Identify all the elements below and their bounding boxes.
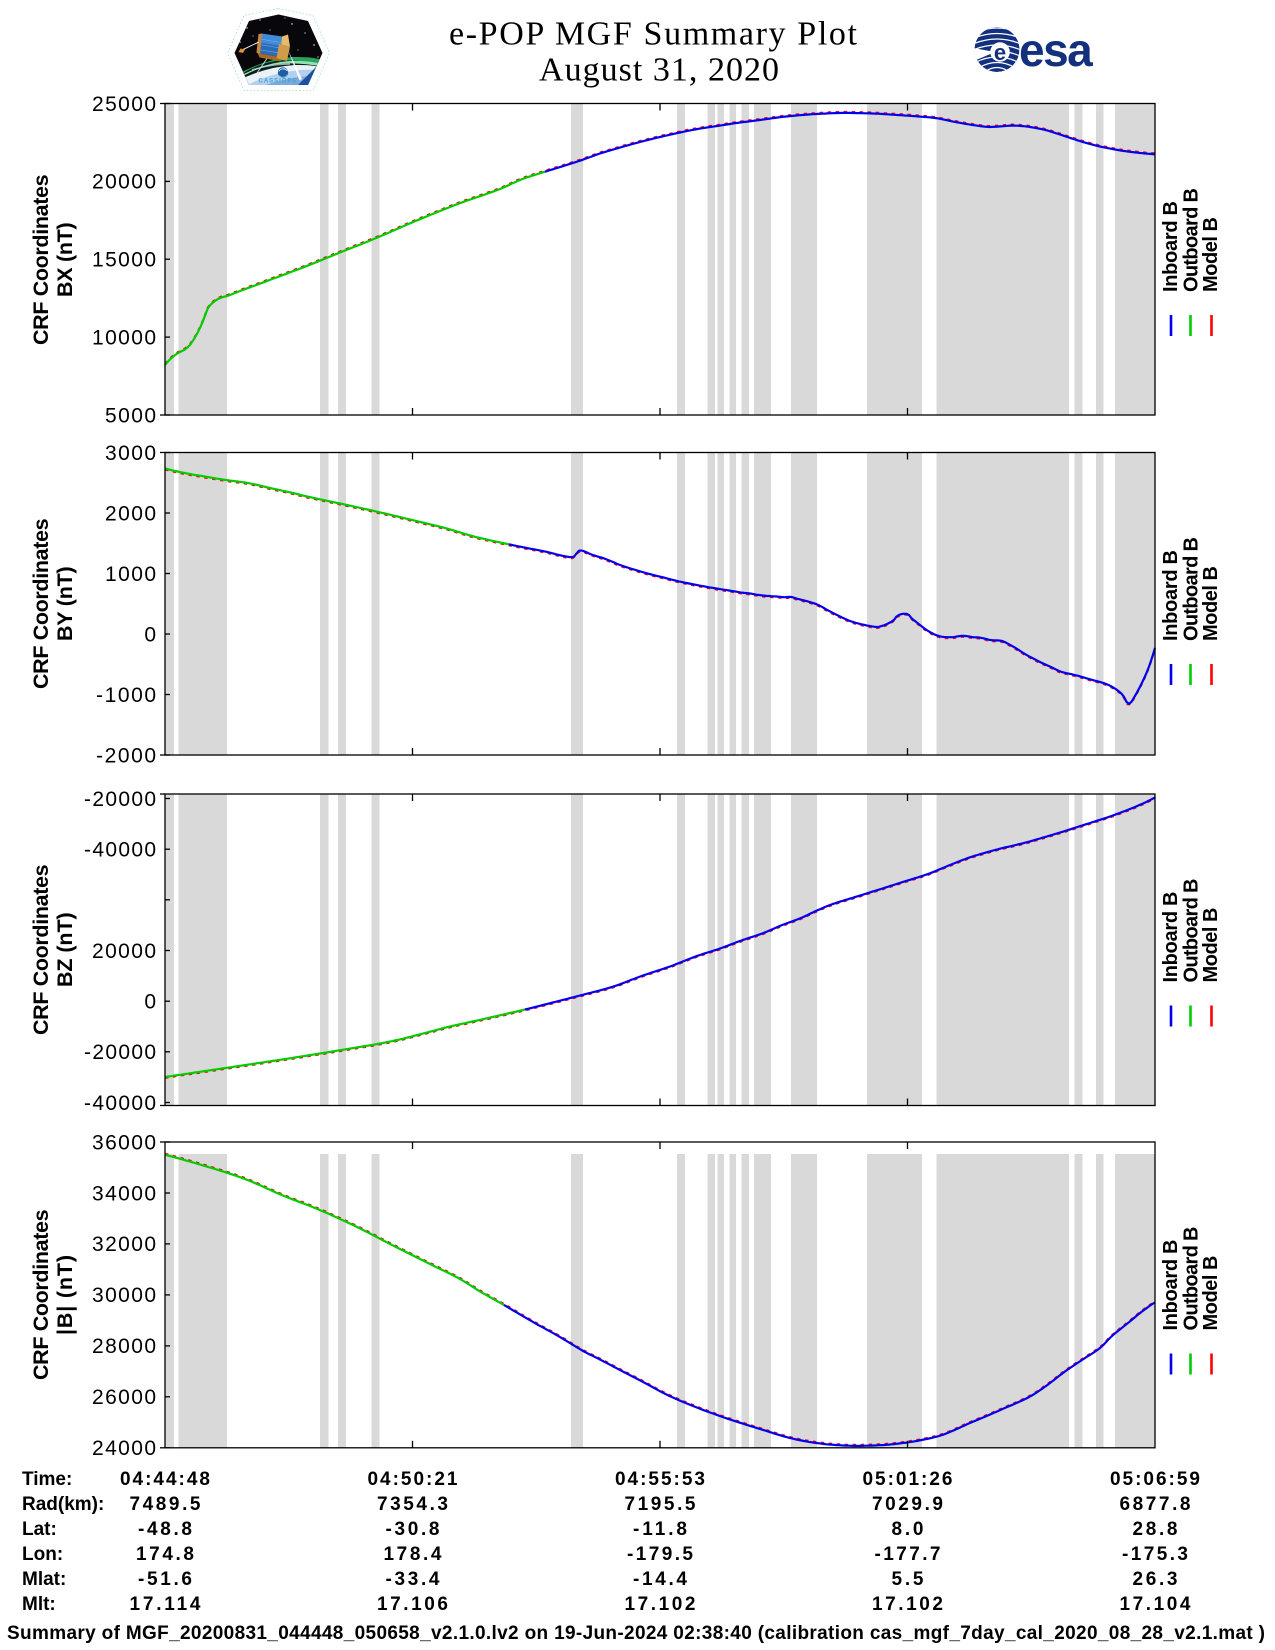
svg-text:Rad(km):: Rad(km): [22,1494,104,1515]
svg-text:Model B: Model B [1200,1256,1222,1331]
svg-text:-40000: -40000 [84,839,156,862]
svg-text:Inboard B: Inboard B [1160,201,1182,292]
svg-text:34000: 34000 [92,1182,156,1205]
svg-text:-20000: -20000 [84,788,156,811]
svg-text:3000: 3000 [105,442,156,465]
svg-text:5000: 5000 [105,404,156,427]
svg-text:178.4: 178.4 [384,1544,442,1565]
svg-text:-2000: -2000 [96,744,156,767]
svg-text:20000: 20000 [92,171,156,194]
svg-text:-20000: -20000 [84,1041,156,1064]
svg-text:Summary of MGF_20200831_044448: Summary of MGF_20200831_044448_050658_v2… [7,1623,1265,1644]
svg-text:Lat:: Lat: [22,1519,57,1540]
svg-text:1000: 1000 [105,563,156,586]
svg-text:-30.8: -30.8 [386,1519,440,1540]
svg-text:04:44:48: 04:44:48 [120,1469,210,1490]
svg-text:174.8: 174.8 [136,1544,194,1565]
svg-text:Outboard B: Outboard B [1181,188,1203,292]
svg-text:Mlt:: Mlt: [22,1594,56,1615]
svg-text:7354.3: 7354.3 [377,1494,448,1515]
svg-text:-14.4: -14.4 [633,1569,687,1590]
svg-text:5.5: 5.5 [892,1569,924,1590]
svg-text:26000: 26000 [92,1386,156,1409]
svg-text:6877.8: 6877.8 [1120,1494,1191,1515]
svg-text:Inboard B: Inboard B [1160,550,1182,641]
svg-text:CRF Coordinates: CRF Coordinates [29,174,53,345]
svg-text:CRF Coordinates: CRF Coordinates [29,518,53,689]
svg-text:BX (nT): BX (nT) [53,222,77,297]
svg-text:15000: 15000 [92,249,156,272]
svg-text:|B| (nT): |B| (nT) [53,1255,77,1335]
svg-text:25000: 25000 [92,93,156,116]
svg-text:7029.9: 7029.9 [872,1494,943,1515]
svg-text:28.8: 28.8 [1133,1519,1178,1540]
svg-text:04:55:53: 04:55:53 [615,1469,705,1490]
svg-text:04:50:21: 04:50:21 [368,1469,458,1490]
svg-text:esa: esa [1019,24,1093,76]
svg-text:-1000: -1000 [96,684,156,707]
svg-text:CRF Coordinates: CRF Coordinates [29,864,53,1035]
svg-text:30000: 30000 [92,1284,156,1307]
svg-text:17.114: 17.114 [130,1594,201,1615]
svg-text:-40000: -40000 [84,1092,156,1115]
svg-text:Model B: Model B [1200,908,1222,983]
svg-text:Inboard B: Inboard B [1160,892,1182,983]
svg-text:17.102: 17.102 [625,1594,696,1615]
svg-text:e-POP MGF Summary Plot: e-POP MGF Summary Plot [449,16,858,53]
svg-text:36000: 36000 [92,1131,156,1154]
svg-text:Outboard B: Outboard B [1181,1227,1203,1331]
svg-text:Inboard B: Inboard B [1160,1240,1182,1331]
svg-text:17.106: 17.106 [377,1594,448,1615]
svg-text:0: 0 [144,991,156,1014]
svg-text:Outboard B: Outboard B [1181,537,1203,641]
svg-text:Lon:: Lon: [22,1544,63,1565]
svg-text:8.0: 8.0 [892,1519,924,1540]
svg-text:-33.4: -33.4 [386,1569,440,1590]
svg-text:2000: 2000 [105,502,156,525]
svg-text:CRF Coordinates: CRF Coordinates [29,1209,53,1380]
svg-text:28000: 28000 [92,1335,156,1358]
svg-text:-51.6: -51.6 [138,1569,192,1590]
svg-text:August 31, 2020: August 31, 2020 [539,52,779,89]
svg-text:17.104: 17.104 [1120,1594,1191,1615]
svg-text:20000: 20000 [92,940,156,963]
svg-text:-48.8: -48.8 [138,1519,192,1540]
svg-text:7195.5: 7195.5 [625,1494,696,1515]
svg-text:Outboard B: Outboard B [1181,879,1203,983]
svg-text:10000: 10000 [92,326,156,349]
svg-text:17.102: 17.102 [872,1594,943,1615]
svg-text:CASSIOPE: CASSIOPE [258,79,297,85]
svg-text:32000: 32000 [92,1233,156,1256]
svg-text:0: 0 [144,623,156,646]
svg-text:Model B: Model B [1200,566,1222,641]
svg-text:Model B: Model B [1200,217,1222,292]
svg-text:26.3: 26.3 [1133,1569,1178,1590]
svg-text:e: e [994,40,1006,65]
svg-text:BY (nT): BY (nT) [53,566,77,641]
svg-text:Time:: Time: [22,1469,72,1490]
svg-text:7489.5: 7489.5 [130,1494,201,1515]
svg-text:Mlat:: Mlat: [22,1569,66,1590]
svg-text:05:06:59: 05:06:59 [1110,1469,1200,1490]
svg-text:05:01:26: 05:01:26 [863,1469,953,1490]
svg-text:24000: 24000 [92,1437,156,1460]
svg-text:BZ (nT): BZ (nT) [53,912,77,987]
